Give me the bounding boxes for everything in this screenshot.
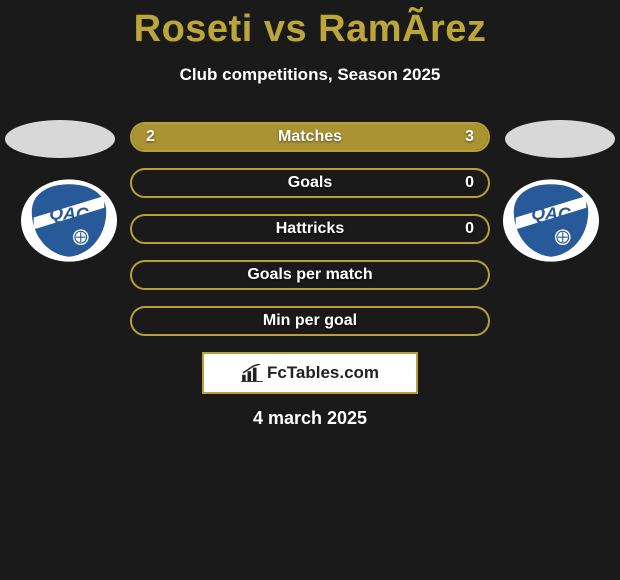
- stat-label: Min per goal: [263, 312, 357, 330]
- stat-row: 0 Goals: [130, 168, 490, 198]
- player-avatar-right: [505, 120, 615, 158]
- stat-value-right: 3: [465, 128, 474, 146]
- svg-text:QAC: QAC: [531, 204, 570, 224]
- stats-container: 2 3 Matches 0 Goals 0 Hattricks Goals per match…: [130, 122, 490, 352]
- stat-label: Hattricks: [276, 220, 344, 238]
- stat-value-left: 2: [146, 128, 155, 146]
- stat-row: 2 3 Matches: [130, 122, 490, 152]
- stat-label: Matches: [278, 128, 342, 146]
- svg-text:QAC: QAC: [49, 204, 88, 224]
- stat-row: Goals per match: [130, 260, 490, 290]
- club-badge-right: QAC: [502, 178, 600, 263]
- brand-text: FcTables.com: [267, 363, 379, 383]
- chart-icon: [241, 364, 263, 382]
- subtitle: Club competitions, Season 2025: [0, 65, 620, 85]
- page-title: Roseti vs RamÃ­rez: [0, 0, 620, 51]
- stat-row: Min per goal: [130, 306, 490, 336]
- club-badge-left: QAC: [20, 178, 118, 263]
- stat-value-right: 0: [465, 220, 474, 238]
- stat-value-right: 0: [465, 174, 474, 192]
- date-text: 4 march 2025: [253, 408, 367, 429]
- stat-row: 0 Hattricks: [130, 214, 490, 244]
- stat-label: Goals per match: [247, 266, 372, 284]
- stat-label: Goals: [288, 174, 332, 192]
- brand-box[interactable]: FcTables.com: [202, 352, 418, 394]
- player-avatar-left: [5, 120, 115, 158]
